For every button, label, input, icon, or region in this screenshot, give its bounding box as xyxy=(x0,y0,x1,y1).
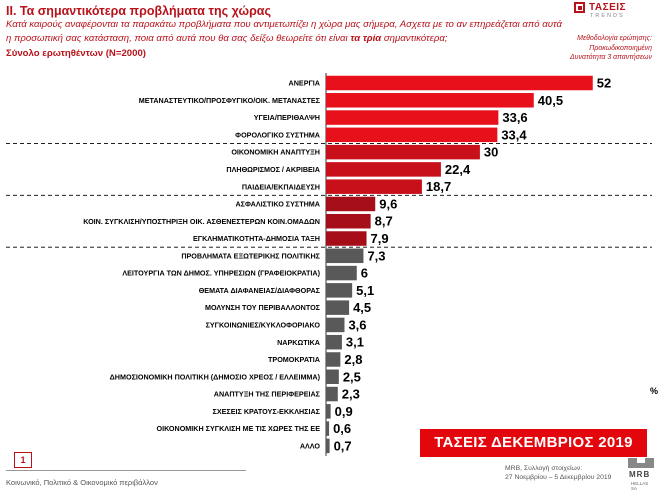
category-label: ΤΡΟΜΟΚΡΑΤΙΑ xyxy=(268,355,320,364)
data-label: 2,3 xyxy=(342,387,360,402)
methodology-note: Μεθοδολογία ερώτησης: Προκωδικοποιημένη … xyxy=(570,34,652,63)
bar xyxy=(326,317,345,333)
bar xyxy=(326,248,364,264)
category-label: ΟΙΚΟΝΟΜΙΚΗ ΑΝΑΠΤΥΞΗ xyxy=(231,148,320,157)
trends-logo: ΤΑΣΕΙΣ TRENDS xyxy=(574,2,652,22)
bar xyxy=(326,196,376,212)
bar xyxy=(326,179,422,194)
bar xyxy=(326,369,339,385)
bar xyxy=(326,421,330,436)
page-title: ΙΙ. Τα σημαντικότερα προβλήματα της χώρα… xyxy=(6,4,271,18)
logo-mark-icon xyxy=(574,2,585,13)
category-label: ΠΑΙΔΕΙΑ/ΕΚΠΑΙΔΕΥΣΗ xyxy=(242,182,320,191)
bar xyxy=(326,213,371,229)
data-label: 4,5 xyxy=(353,300,371,315)
mrb-logo-mark-icon xyxy=(628,458,654,468)
bar xyxy=(326,127,498,143)
category-label: ΣΥΓΚΟΙΝΩΝΙΕΣ/ΚΥΚΛΟΦΟΡΙΑΚΟ xyxy=(206,321,321,330)
data-label: 18,7 xyxy=(426,179,451,194)
data-label: 2,8 xyxy=(344,352,362,367)
category-label: ΜΟΛΥΝΣΗ ΤΟΥ ΠΕΡΙΒΑΛΛΟΝΤΟΣ xyxy=(205,303,321,312)
category-label: ΘΕΜΑΤΑ ΔΙΑΦΑΝΕΙΑΣ/ΔΙΑΦΘΟΡΑΣ xyxy=(199,286,321,295)
data-label: 3,6 xyxy=(348,317,366,332)
survey-question: Κατά καιρούς αναφέρονται τα παρακάτω προ… xyxy=(6,18,566,46)
survey-period-banner: ΤΑΣΕΙΣ ΔΕΚΕΜΒΡΙΟΣ 2019 xyxy=(420,429,647,457)
data-label: 0,9 xyxy=(335,404,353,419)
footer-section-title: Κοινωνικό, Πολιτικό & Οικονομικό περιβάλ… xyxy=(6,478,158,487)
question-text-part2: σημαντικότερα; xyxy=(381,33,448,44)
bar xyxy=(326,162,441,177)
data-label: 3,1 xyxy=(346,335,364,350)
category-label: ΑΝΕΡΓΙΑ xyxy=(289,79,320,88)
category-label: ΥΓΕΙΑ/ΠΕΡΙΘΑΛΨΗ xyxy=(254,113,320,122)
data-label: 30 xyxy=(484,145,498,160)
category-label: ΣΧΕΣΕΙΣ ΚΡΑΤΟΥΣ-ΕΚΚΛΗΣΙΑΣ xyxy=(213,407,321,416)
logo-name: ΤΑΣΕΙΣ xyxy=(589,2,627,13)
category-label: ΔΗΜΟΣΙΟΝΟΜΙΚΗ ΠΟΛΙΤΙΚΗ (ΔΗΜΟΣΙΟ ΧΡΕΟΣ / … xyxy=(110,372,321,381)
bar xyxy=(326,404,331,419)
bar xyxy=(326,75,593,91)
category-label: ΝΑΡΚΩΤΙΚΑ xyxy=(277,338,320,347)
footer-divider xyxy=(6,470,246,471)
logo-subtitle: TRENDS xyxy=(590,13,625,19)
bar xyxy=(326,144,480,160)
data-label: 5,1 xyxy=(356,283,374,298)
bar xyxy=(326,283,353,298)
data-label: 8,7 xyxy=(375,214,393,229)
page-number: 1 xyxy=(14,452,32,468)
sample-size: Σύνολο ερωτηθέντων (N=2000) xyxy=(6,48,146,59)
data-label: 0,6 xyxy=(333,421,351,436)
unit-label: % xyxy=(650,386,659,396)
data-label: 33,4 xyxy=(501,127,527,142)
category-label: ΑΝΑΠΤΥΞΗ ΤΗΣ ΠΕΡΙΦΕΡΕΙΑΣ xyxy=(214,390,321,399)
data-label: 22,4 xyxy=(445,162,471,177)
question-text-part1: Κατά καιρούς αναφέρονται τα παρακάτω προ… xyxy=(6,19,562,44)
methodology-line: Δυνατότητα 3 απαντήσεων xyxy=(569,54,652,61)
data-label: 2,5 xyxy=(343,369,361,384)
category-label: ΠΡΟΒΛΗΜΑΤΑ ΕΞΩΤΕΡΙΚΗΣ ΠΟΛΙΤΙΚΗΣ xyxy=(181,251,320,260)
mrb-logo-name: MRB xyxy=(629,470,651,479)
mrb-logo: MRB HELLAS SA xyxy=(628,458,654,491)
bar xyxy=(326,438,330,454)
mrb-logo-subtitle: HELLAS SA xyxy=(631,481,649,491)
category-label: ΚΟΙΝ. ΣΥΓΚΛΙΣΗ/ΥΠΟΣΤΗΡΙΞΗ ΟΙΚ. ΑΣΘΕΝΕΣΤΕ… xyxy=(83,217,320,226)
data-label: 6 xyxy=(361,266,368,281)
data-label: 52 xyxy=(597,76,611,91)
fieldwork-line: MRB, Συλλογή στοιχείων: xyxy=(505,465,583,472)
category-label: ΕΓΚΛΗΜΑΤΙΚΟΤΗΤΑ-ΔΗΜΟΣΙΑ ΤΑΞΗ xyxy=(193,234,320,243)
bar xyxy=(326,334,342,350)
category-label: ΑΣΦΑΛΙΣΤΙΚΟ ΣΥΣΤΗΜΑ xyxy=(235,200,320,209)
category-label: ΠΛΗΘΩΡΙΣΜΟΣ / ΑΚΡΙΒΕΙΑ xyxy=(226,165,320,174)
category-label: ΦΟΡΟΛΟΓΙΚΟ ΣΥΣΤΗΜΑ xyxy=(235,130,320,139)
bar xyxy=(326,300,350,315)
fieldwork-line: 27 Νοεμβρίου – 5 Δεκεμβρίου 2019 xyxy=(505,474,612,481)
fieldwork-note: MRB, Συλλογή στοιχείων: 27 Νοεμβρίου – 5… xyxy=(505,464,611,482)
data-label: 9,6 xyxy=(379,196,397,211)
category-label: ΟΙΚΟΝΟΜΙΚΗ ΣΥΓΚΛΙΣΗ ΜΕ ΤΙΣ ΧΩΡΕΣ ΤΗΣ ΕΕ xyxy=(156,424,320,433)
data-label: 7,3 xyxy=(367,248,385,263)
data-label: 7,9 xyxy=(371,231,389,246)
data-label: 40,5 xyxy=(538,93,563,108)
data-label: 0,7 xyxy=(334,438,352,453)
methodology-line: Προκωδικοποιημένη xyxy=(589,44,652,52)
data-label: 33,6 xyxy=(502,110,527,125)
bar xyxy=(326,265,357,281)
category-label: ΛΕΙΤΟΥΡΓΙΑ ΤΩΝ ΔΗΜΟΣ. ΥΠΗΡΕΣΙΩΝ (ΓΡΑΦΕΙΟ… xyxy=(122,269,320,278)
question-text-bold: τα τρία xyxy=(350,33,382,44)
bar xyxy=(326,93,534,108)
bar xyxy=(326,231,367,246)
methodology-line: Μεθοδολογία ερώτησης: xyxy=(577,35,652,42)
category-label: ΑΛΛΟ xyxy=(300,441,321,450)
bar xyxy=(326,386,338,402)
bar xyxy=(326,352,341,367)
bar xyxy=(326,110,499,125)
category-label: ΜΕΤΑΝΑΣΤΕΥΤΙΚΟ/ΠΡΟΣΦΥΓΙΚΟ/ΟΙΚ. ΜΕΤΑΝΑΣΤΕ… xyxy=(139,96,321,105)
